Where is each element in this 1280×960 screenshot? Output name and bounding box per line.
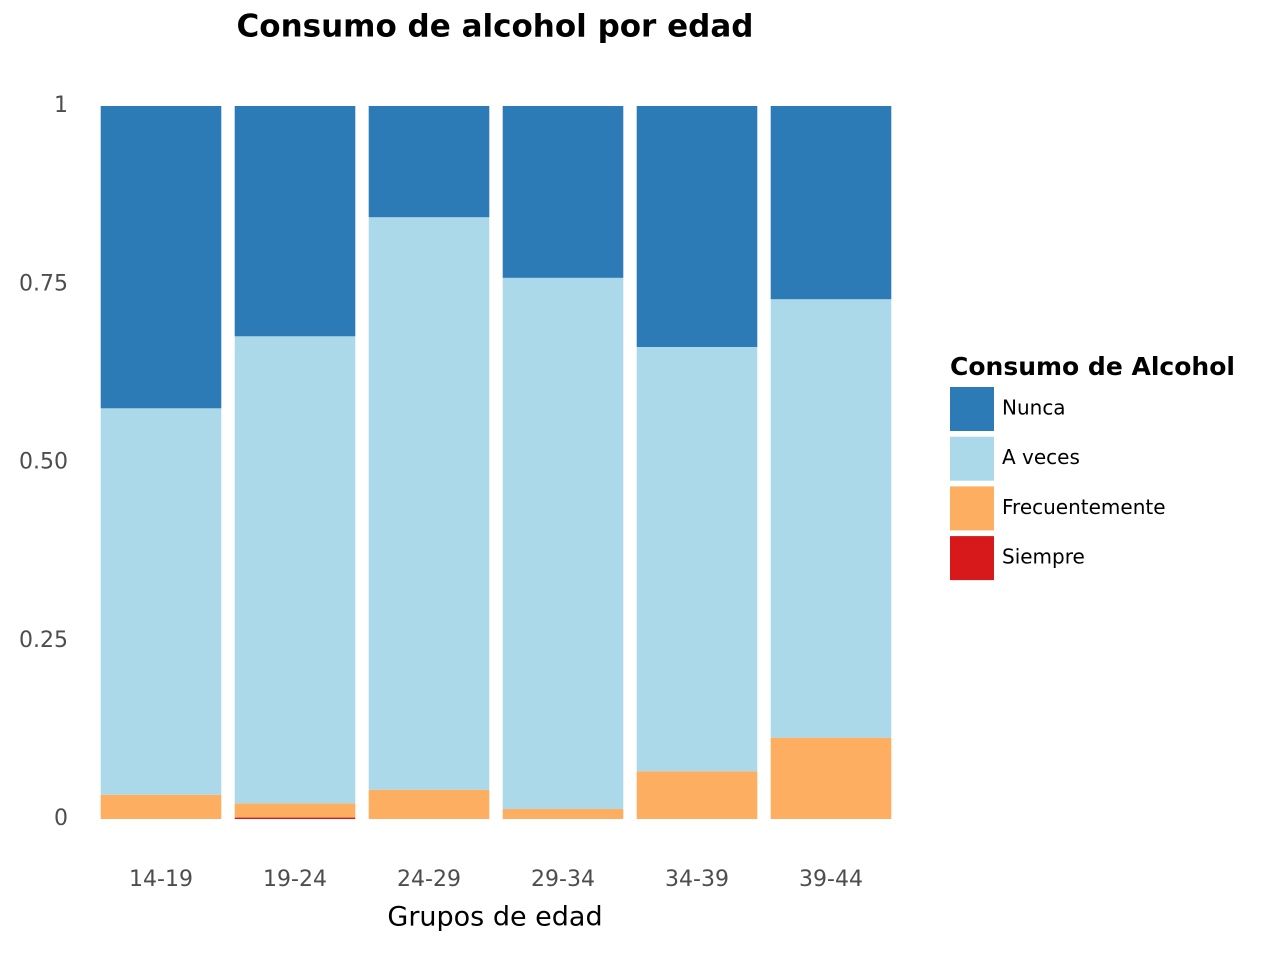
legend-swatch	[950, 387, 994, 431]
bar-segment	[502, 809, 624, 819]
bar-segment	[502, 277, 624, 810]
bar-segment	[368, 106, 490, 218]
legend-label: Siempre	[1002, 545, 1085, 569]
x-tick-label: 24-29	[397, 867, 461, 892]
bar-segment	[234, 336, 356, 804]
bar-segment	[636, 346, 758, 772]
x-tick-label: 34-39	[665, 867, 729, 892]
y-tick-label: 0.75	[19, 271, 68, 296]
x-tick-label: 19-24	[263, 867, 327, 892]
x-tick-label: 39-44	[799, 867, 863, 892]
bar-segment	[234, 803, 356, 818]
bar-segment	[368, 789, 490, 819]
bar-segment	[234, 106, 356, 337]
legend-swatch	[950, 486, 994, 531]
x-axis-label: Grupos de edad	[387, 902, 602, 933]
y-tick-label: 1	[54, 93, 68, 118]
y-tick-label: 0	[54, 806, 68, 831]
x-tick-label: 14-19	[129, 867, 193, 892]
legend-label: Nunca	[1002, 396, 1066, 420]
legend-label: A veces	[1002, 445, 1080, 469]
bar-segment	[100, 794, 222, 819]
y-tick-label: 0.50	[19, 450, 68, 475]
bar-segment	[502, 106, 624, 278]
bar-segment	[100, 106, 222, 409]
bar-segment	[770, 106, 892, 300]
bar-segment	[770, 299, 892, 738]
legend-title: Consumo de Alcohol	[950, 352, 1235, 381]
bar-segment	[636, 106, 758, 347]
bar-segment	[636, 771, 758, 819]
legend-label: Frecuentemente	[1002, 495, 1166, 519]
legend-swatch	[950, 436, 994, 481]
chart-title: Consumo de alcohol por edad	[237, 9, 754, 45]
x-tick-label: 29-34	[531, 867, 595, 892]
legend-swatch	[950, 536, 994, 581]
bar-segment	[770, 737, 892, 819]
y-tick-label: 0.25	[19, 628, 68, 653]
bar-segment	[234, 817, 356, 819]
bar-segment	[368, 217, 490, 790]
bar-segment	[100, 408, 222, 795]
